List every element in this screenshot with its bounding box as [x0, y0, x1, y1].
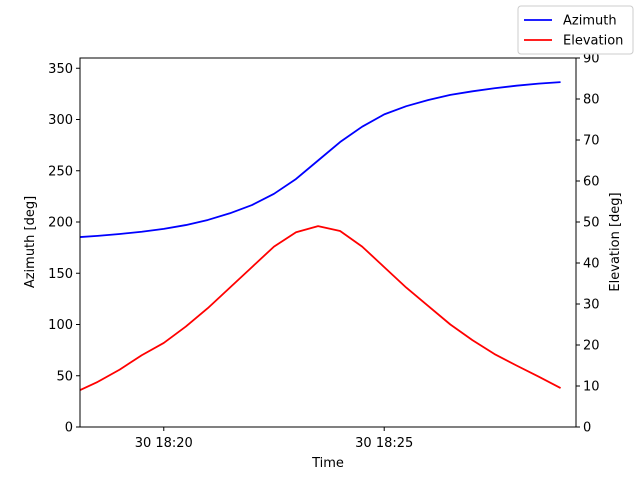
legend: Azimuth Elevation — [517, 5, 634, 55]
y-tick-label: 50 — [56, 369, 73, 384]
plot-ticks: 0 50 100 150 200 250 300 350 0 10 20 30 40 50 60 70 80 90… — [48, 52, 599, 452]
x-axis-label: Time — [311, 456, 344, 471]
y-tick-label: 350 — [48, 62, 73, 77]
x-tick-label: 30 18:20 — [135, 436, 193, 451]
legend-label-azimuth: Azimuth — [563, 14, 617, 29]
y2-axis-label: Elevation [deg] — [608, 192, 623, 291]
y-tick-label: 250 — [48, 164, 73, 179]
y2-tick-label: 70 — [583, 134, 600, 149]
legend-label-elevation: Elevation — [563, 34, 623, 49]
y2-tick-label: 40 — [583, 257, 600, 272]
y-tick-label: 200 — [48, 216, 73, 231]
y-tick-label: 100 — [48, 318, 73, 333]
y2-tick-label: 0 — [583, 421, 591, 436]
plot-axes — [79, 57, 577, 428]
x-tick-label: 30 18:25 — [355, 436, 413, 451]
legend-box — [517, 5, 634, 55]
y2-tick-label: 10 — [583, 380, 600, 395]
y2-tick-label: 80 — [583, 93, 600, 108]
series-line-elevation — [80, 225, 561, 392]
y2-tick-label: 90 — [583, 52, 600, 67]
y2-tick-label: 20 — [583, 339, 600, 354]
y2-tick-label: 50 — [583, 216, 600, 231]
y-tick-label: 300 — [48, 113, 73, 128]
y2-tick-label: 30 — [583, 298, 600, 313]
series-line-azimuth — [80, 81, 561, 238]
y-tick-label: 0 — [65, 421, 73, 436]
y-tick-label: 150 — [48, 267, 73, 282]
y2-tick-label: 60 — [583, 175, 600, 190]
y-axis-label: Azimuth [deg] — [23, 196, 38, 288]
plot-frame — [79, 57, 577, 428]
plot-lines — [80, 81, 561, 392]
